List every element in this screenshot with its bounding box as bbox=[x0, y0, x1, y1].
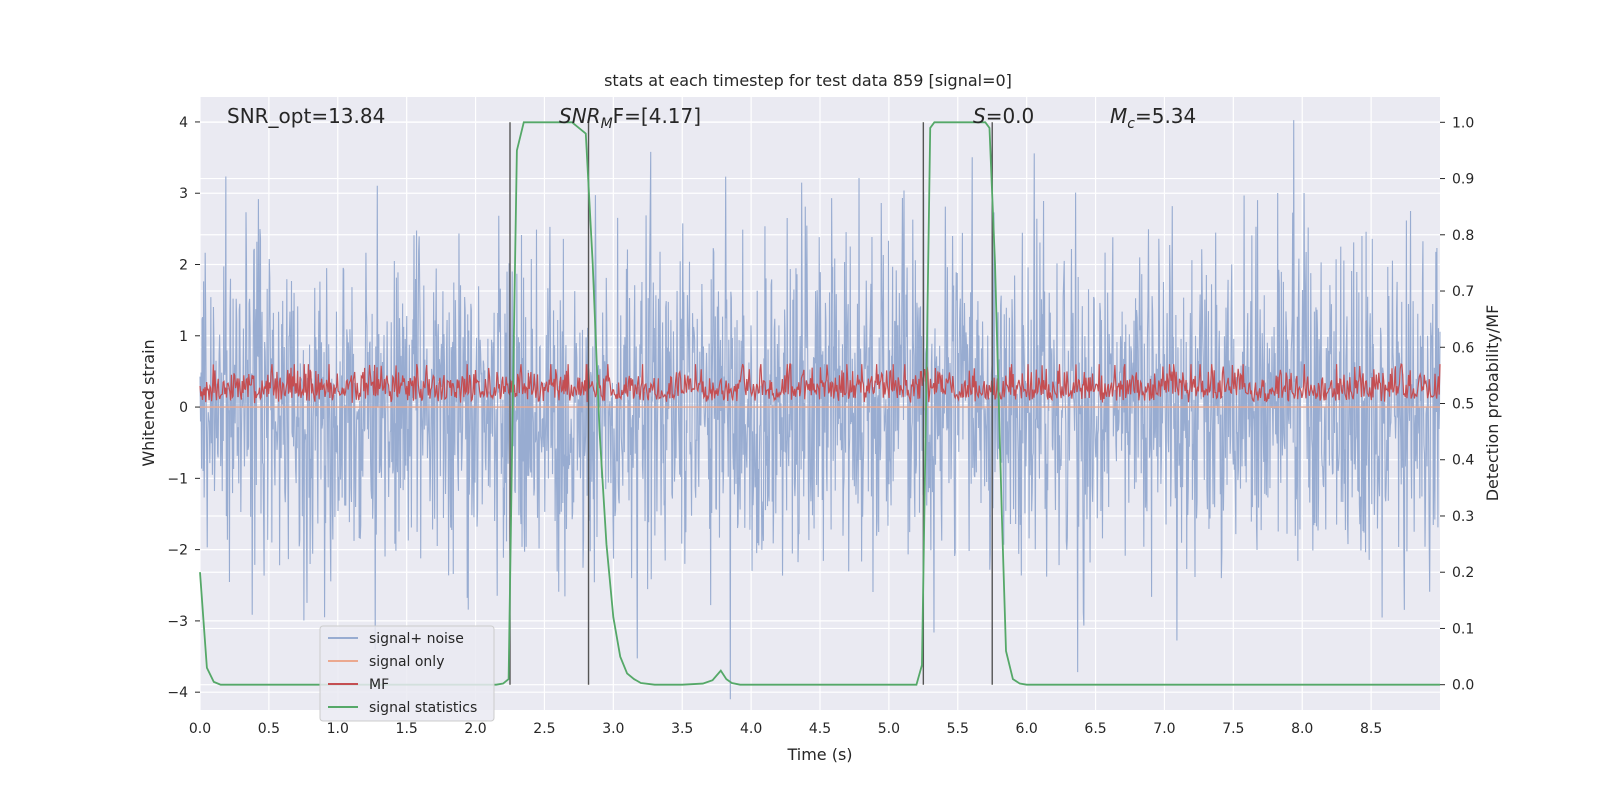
y2-tick-label: 0.7 bbox=[1452, 284, 1474, 300]
y-tick-label: 1 bbox=[179, 329, 188, 345]
x-tick-label: 8.0 bbox=[1291, 721, 1313, 737]
snr-mf-annotation: SNRMF=[4.17] bbox=[559, 104, 701, 132]
s-annotation: S=0.0 bbox=[973, 104, 1034, 128]
y2-tick-label: 0.2 bbox=[1452, 565, 1474, 581]
x-tick-label: 1.0 bbox=[327, 721, 349, 737]
x-axis-label: Time (s) bbox=[786, 745, 852, 764]
stat-layer bbox=[199, 121, 1440, 686]
y-tick-label: 3 bbox=[179, 186, 188, 202]
y2-tick-label: 1.0 bbox=[1452, 115, 1474, 131]
tick-layer: 0.0 0.5 1.0 1.5 2.0 2.5 3.0 3.5 4.0 4.5 5.0 5.5 6.0 6… bbox=[167, 115, 1474, 737]
y2-tick-label: 0.9 bbox=[1452, 172, 1474, 188]
y-tick-label: −2 bbox=[167, 543, 188, 559]
x-tick-label: 0.5 bbox=[258, 721, 280, 737]
y2-tick-label: 0.8 bbox=[1452, 228, 1474, 244]
legend: signal+ noise signal only MF signal stat… bbox=[319, 625, 495, 722]
y-tick-label: 2 bbox=[179, 258, 188, 274]
legend-label-signal-statistics: signal statistics bbox=[369, 700, 477, 716]
y-tick-label: −1 bbox=[167, 471, 188, 487]
mf-line bbox=[199, 363, 1441, 404]
legend-label-signal-only: signal only bbox=[369, 654, 444, 670]
s-main: S bbox=[973, 104, 986, 128]
y2-tick-label: 0.5 bbox=[1452, 397, 1474, 413]
x-tick-label: 4.0 bbox=[740, 721, 762, 737]
x-tick-label: 0.0 bbox=[189, 721, 211, 737]
y2-tick-label: 0.0 bbox=[1452, 678, 1474, 694]
snr-mf-rest: F=[4.17] bbox=[613, 104, 701, 128]
signal-statistics-line bbox=[199, 121, 1440, 686]
series-layer bbox=[199, 120, 1441, 700]
x-tick-label: 8.5 bbox=[1360, 721, 1382, 737]
legend-label-signal-noise: signal+ noise bbox=[369, 631, 464, 647]
x-tick-label: 4.5 bbox=[809, 721, 831, 737]
y2-tick-label: 0.4 bbox=[1452, 453, 1474, 469]
x-tick-label: 6.5 bbox=[1084, 721, 1106, 737]
mc-sub: c bbox=[1127, 116, 1135, 132]
y-tick-label: −4 bbox=[167, 685, 188, 701]
mc-main: M bbox=[1110, 104, 1127, 128]
x-tick-label: 2.0 bbox=[464, 721, 486, 737]
y-tick-label: −3 bbox=[167, 614, 188, 630]
y2-tick-label: 0.1 bbox=[1452, 621, 1474, 637]
y2-tick-label: 0.3 bbox=[1452, 509, 1474, 525]
signal-noise-line bbox=[199, 120, 1441, 700]
snr-mf-sub: M bbox=[601, 116, 613, 132]
x-tick-label: 2.5 bbox=[533, 721, 555, 737]
mc-annotation: Mc=5.34 bbox=[1110, 104, 1196, 132]
x-tick-label: 3.0 bbox=[602, 721, 624, 737]
y2-axis-label: Detection probability/MF bbox=[1483, 305, 1502, 502]
x-tick-label: 3.5 bbox=[671, 721, 693, 737]
x-tick-label: 7.0 bbox=[1153, 721, 1175, 737]
y-tick-label: 0 bbox=[179, 400, 188, 416]
x-tick-label: 7.5 bbox=[1222, 721, 1244, 737]
mc-rest: =5.34 bbox=[1135, 104, 1196, 128]
x-tick-label: 5.0 bbox=[878, 721, 900, 737]
chart-title: stats at each timestep for test data 859… bbox=[604, 71, 1012, 90]
legend-label-mf: MF bbox=[369, 677, 389, 693]
y-axis-label: Whitened strain bbox=[139, 339, 158, 466]
x-tick-label: 5.5 bbox=[947, 721, 969, 737]
snr-opt-annotation: SNR_opt=13.84 bbox=[227, 104, 385, 128]
s-rest: =0.0 bbox=[986, 104, 1035, 128]
x-tick-label: 1.5 bbox=[396, 721, 418, 737]
y-tick-label: 4 bbox=[179, 115, 188, 131]
x-tick-label: 6.0 bbox=[1016, 721, 1038, 737]
snr-mf-main: SNR bbox=[559, 104, 601, 128]
legend-box bbox=[319, 625, 495, 722]
y2-tick-label: 0.6 bbox=[1452, 340, 1474, 356]
